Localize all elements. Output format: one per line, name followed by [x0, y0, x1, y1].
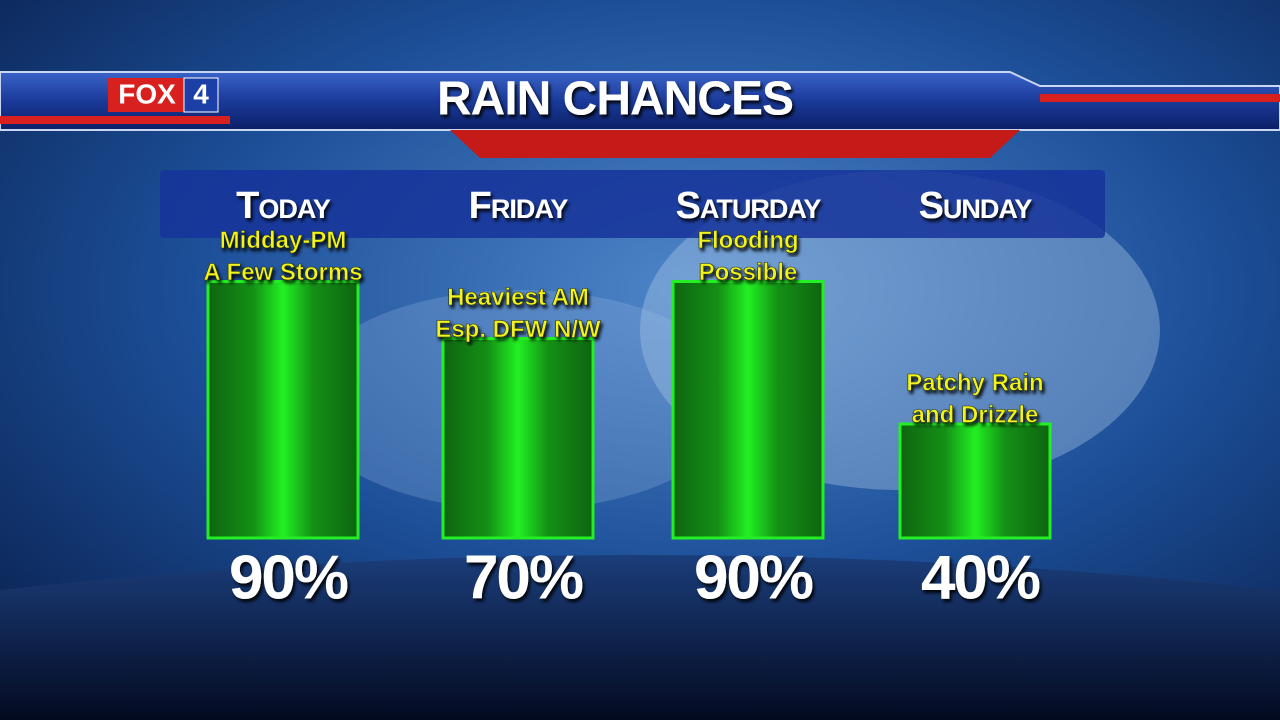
- category-label: Friday: [469, 185, 569, 227]
- category-label: Today: [236, 185, 331, 227]
- value-label: 40%: [921, 543, 1040, 612]
- header-tab: [450, 130, 1020, 158]
- value-label: 70%: [464, 543, 583, 612]
- category-label: Sunday: [919, 185, 1033, 227]
- bar: [898, 422, 1052, 540]
- annotation: Heaviest AM: [447, 284, 589, 311]
- header-bar: [0, 71, 1280, 131]
- annotation: A Few Storms: [203, 259, 362, 286]
- bar: [441, 337, 595, 540]
- floor: [0, 555, 1280, 720]
- category-band: [160, 170, 1105, 238]
- value-label: 90%: [229, 543, 348, 612]
- logo-text: FOX: [118, 78, 176, 109]
- logo-box: [183, 77, 219, 113]
- header-stripe: [0, 116, 230, 124]
- bar: [206, 280, 360, 540]
- category-label: Saturday: [676, 185, 822, 227]
- bar: [671, 280, 825, 540]
- logo-box: [108, 78, 186, 112]
- annotation: Flooding: [697, 227, 798, 254]
- annotation: Possible: [699, 259, 798, 286]
- chart-title: RAIN CHANCES: [437, 73, 793, 126]
- logo-number: 4: [193, 78, 209, 109]
- annotation: Midday-PM: [220, 227, 347, 254]
- annotation: Esp. DFW N/W: [435, 316, 601, 343]
- annotation: and Drizzle: [912, 401, 1039, 428]
- annotation: Patchy Rain: [906, 369, 1043, 396]
- header-stripe: [1040, 94, 1280, 102]
- value-label: 90%: [694, 543, 813, 612]
